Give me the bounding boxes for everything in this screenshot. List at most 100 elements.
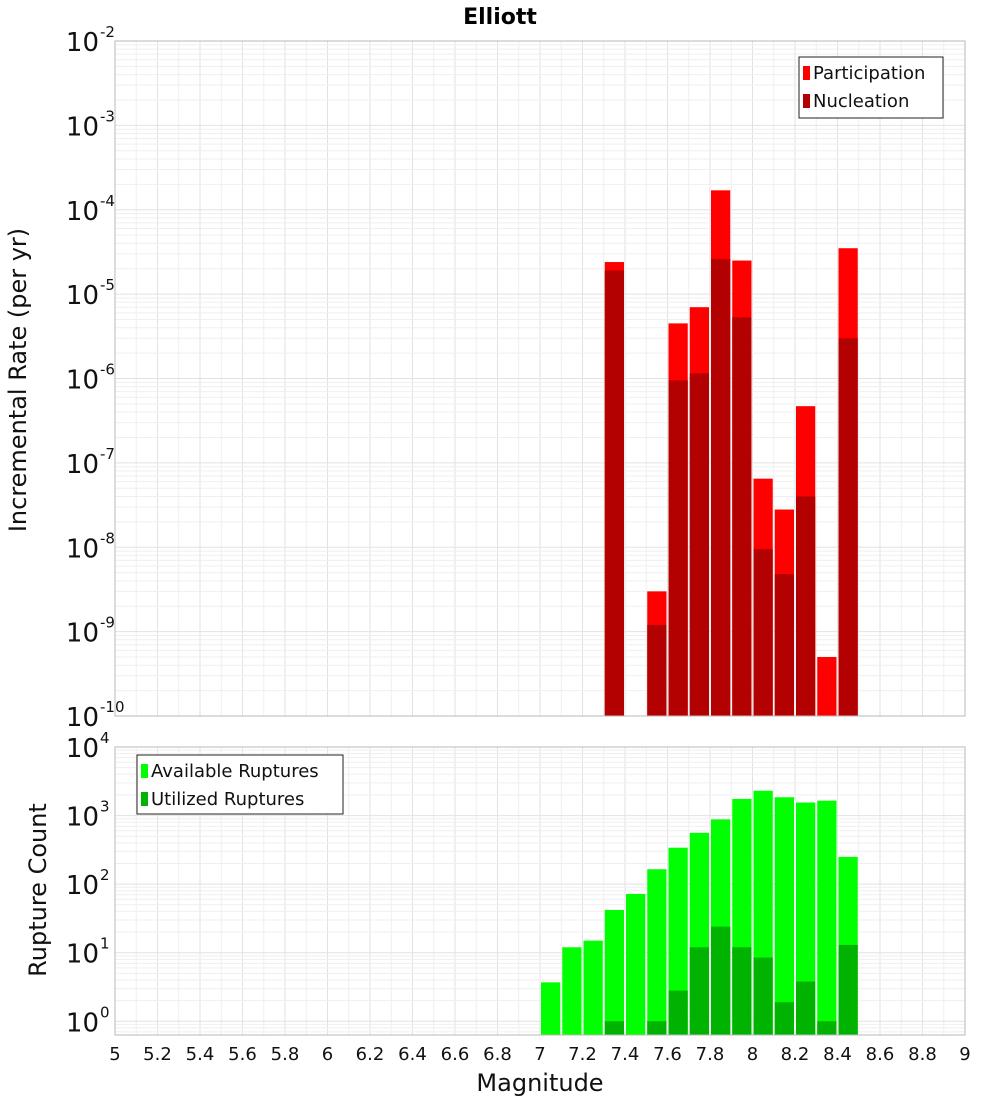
bottom-y-tick-exponent: 0 bbox=[100, 1003, 110, 1021]
top-legend: Participation Nucleation bbox=[798, 56, 944, 119]
top-y-axis-label: Incremental Rate (per yr) bbox=[4, 228, 32, 532]
bottom-bar-utilized-ruptures bbox=[732, 947, 752, 1035]
x-tick-label: 8.2 bbox=[781, 1044, 810, 1065]
x-tick-label: 5 bbox=[109, 1044, 120, 1065]
bottom-bar-utilized-ruptures bbox=[647, 1021, 667, 1035]
top-y-tick-label: 10 bbox=[66, 366, 99, 396]
top-legend-box bbox=[798, 56, 944, 119]
top-legend-swatch bbox=[803, 94, 810, 108]
bottom-bar-utilized-ruptures bbox=[796, 981, 816, 1035]
bottom-bar-available-ruptures bbox=[796, 802, 816, 1035]
bottom-bar-utilized-ruptures bbox=[689, 947, 709, 1035]
x-tick-label: 7.4 bbox=[611, 1044, 640, 1065]
top-y-ticks: 10-210-310-410-510-610-710-810-910-10 bbox=[66, 23, 125, 733]
top-bar-nucleation bbox=[732, 317, 752, 716]
x-tick-label: 8.8 bbox=[908, 1044, 937, 1065]
x-tick-label: 8.4 bbox=[823, 1044, 852, 1065]
x-tick-label: 8.6 bbox=[866, 1044, 895, 1065]
top-y-tick-label: 10 bbox=[66, 703, 99, 733]
bottom-bar-available-ruptures bbox=[817, 800, 837, 1035]
x-tick-label: 6.2 bbox=[356, 1044, 385, 1065]
top-y-tick-label: 10 bbox=[66, 281, 99, 311]
bottom-bar-available-ruptures bbox=[541, 982, 561, 1035]
bottom-legend: Available Ruptures Utilized Ruptures bbox=[136, 754, 344, 815]
bottom-bars bbox=[541, 790, 858, 1035]
bottom-bar-utilized-ruptures bbox=[604, 1021, 624, 1035]
top-y-tick-label: 10 bbox=[66, 619, 99, 649]
bottom-bar-available-ruptures bbox=[626, 893, 646, 1035]
bottom-bar-available-ruptures bbox=[647, 869, 667, 1035]
x-tick-label: 9 bbox=[959, 1044, 970, 1065]
bottom-y-tick-exponent: 2 bbox=[100, 866, 110, 884]
x-tick-label: 6.4 bbox=[398, 1044, 427, 1065]
bottom-plot-frame bbox=[114, 746, 966, 1036]
top-bar-nucleation bbox=[796, 496, 816, 716]
x-tick-label: 7.8 bbox=[696, 1044, 725, 1065]
top-bar-nucleation bbox=[711, 259, 731, 716]
bottom-y-tick-exponent: 3 bbox=[100, 798, 110, 816]
top-bar-participation bbox=[817, 657, 837, 716]
bottom-y-tick-label: 10 bbox=[66, 871, 99, 901]
bottom-bar-available-ruptures bbox=[604, 909, 624, 1035]
top-bar-nucleation bbox=[838, 338, 858, 716]
bottom-bar-utilized-ruptures bbox=[753, 957, 773, 1035]
bottom-y-tick-exponent: 1 bbox=[100, 935, 110, 953]
x-tick-label: 5.8 bbox=[271, 1044, 300, 1065]
x-tick-label: 5.2 bbox=[143, 1044, 172, 1065]
top-legend-swatch bbox=[803, 66, 810, 80]
top-y-tick-label: 10 bbox=[66, 112, 99, 142]
top-y-tick-label: 10 bbox=[66, 197, 99, 227]
top-bars bbox=[604, 190, 858, 716]
top-y-tick-exponent: -7 bbox=[100, 445, 115, 463]
bottom-bar-utilized-ruptures bbox=[774, 1002, 794, 1035]
x-tick-label: 6.8 bbox=[483, 1044, 512, 1065]
top-y-tick-label: 10 bbox=[66, 534, 99, 564]
top-y-tick-exponent: -4 bbox=[100, 192, 115, 210]
top-legend-label: Nucleation bbox=[813, 91, 909, 112]
x-tick-label: 5.6 bbox=[228, 1044, 257, 1065]
bottom-legend-box bbox=[136, 754, 344, 815]
top-y-tick-exponent: -5 bbox=[100, 276, 115, 294]
bottom-y-tick-label: 10 bbox=[66, 803, 99, 833]
top-bar-nucleation bbox=[689, 373, 709, 716]
bottom-bar-utilized-ruptures bbox=[668, 990, 688, 1035]
top-bar-nucleation bbox=[668, 380, 688, 716]
bottom-legend-swatch bbox=[141, 764, 148, 778]
top-y-tick-label: 10 bbox=[66, 450, 99, 480]
bottom-bar-available-ruptures bbox=[562, 947, 582, 1035]
top-bar-nucleation bbox=[604, 270, 624, 716]
x-tick-label: 7.6 bbox=[653, 1044, 682, 1065]
bottom-y-tick-label: 10 bbox=[66, 1008, 99, 1038]
bottom-y-tick-exponent: 4 bbox=[100, 729, 110, 747]
bottom-y-tick-label: 10 bbox=[66, 734, 99, 764]
x-tick-label: 5.4 bbox=[186, 1044, 215, 1065]
x-tick-label: 6 bbox=[322, 1044, 333, 1065]
top-y-tick-exponent: -10 bbox=[100, 698, 125, 716]
x-tick-label: 6.6 bbox=[441, 1044, 470, 1065]
bottom-y-axis-label: Rupture Count bbox=[24, 803, 52, 977]
top-y-tick-exponent: -8 bbox=[100, 529, 115, 547]
x-tick-label: 7 bbox=[534, 1044, 545, 1065]
bottom-bar-utilized-ruptures bbox=[838, 944, 858, 1035]
top-y-tick-exponent: -3 bbox=[100, 107, 115, 125]
x-axis-label: Magnitude bbox=[476, 1069, 603, 1097]
top-bar-nucleation bbox=[647, 624, 667, 716]
chart-title: Elliott bbox=[463, 5, 537, 30]
top-panel: 10-210-310-410-510-610-710-810-910 -10 Par… bbox=[66, 23, 966, 733]
bottom-legend-label: Available Ruptures bbox=[151, 761, 319, 782]
top-legend-label: Participation bbox=[813, 63, 925, 84]
top-y-tick-label: 10 bbox=[66, 28, 99, 58]
top-gridlines bbox=[114, 40, 966, 717]
x-tick-label: 8 bbox=[747, 1044, 758, 1065]
top-y-tick-exponent: -6 bbox=[100, 361, 115, 379]
bottom-bar-available-ruptures bbox=[774, 797, 794, 1035]
top-plot-frame bbox=[114, 40, 966, 717]
x-ticks: 5 5.2 5.4 5.6 5.8 6 6.2 6.4 6.6 6.8 7 7.2 7.4 7.6 7.8 8… bbox=[109, 1044, 970, 1065]
bottom-bar-available-ruptures bbox=[668, 847, 688, 1035]
bottom-bar-available-ruptures bbox=[583, 940, 603, 1035]
bottom-legend-swatch bbox=[141, 792, 148, 806]
x-tick-label: 7.2 bbox=[568, 1044, 597, 1065]
